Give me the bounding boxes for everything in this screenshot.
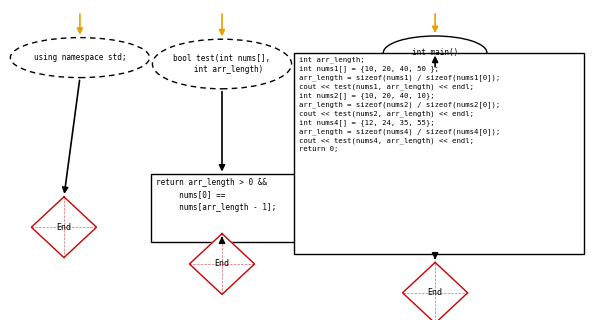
Polygon shape <box>189 234 255 294</box>
Text: int arr_length;
int nums1[] = {10, 20, 40, 50 };
arr_length = sizeof(nums1) / si: int arr_length; int nums1[] = {10, 20, 4… <box>299 57 500 152</box>
Text: return arr_length > 0 &&
     nums[0] ==
     nums[arr_length - 1];: return arr_length > 0 && nums[0] == nums… <box>156 178 276 212</box>
Text: End: End <box>214 260 230 268</box>
Text: End: End <box>427 288 443 297</box>
Text: int main(): int main() <box>412 48 458 57</box>
Ellipse shape <box>384 36 487 70</box>
Bar <box>151 174 296 242</box>
Text: bool test(int nums[],
   int arr_length): bool test(int nums[], int arr_length) <box>173 54 271 74</box>
Polygon shape <box>31 197 96 258</box>
Text: End: End <box>56 223 72 232</box>
Polygon shape <box>403 262 468 320</box>
Text: using namespace std;: using namespace std; <box>34 53 126 62</box>
Bar <box>294 53 584 254</box>
Ellipse shape <box>153 39 292 89</box>
Ellipse shape <box>11 38 150 78</box>
